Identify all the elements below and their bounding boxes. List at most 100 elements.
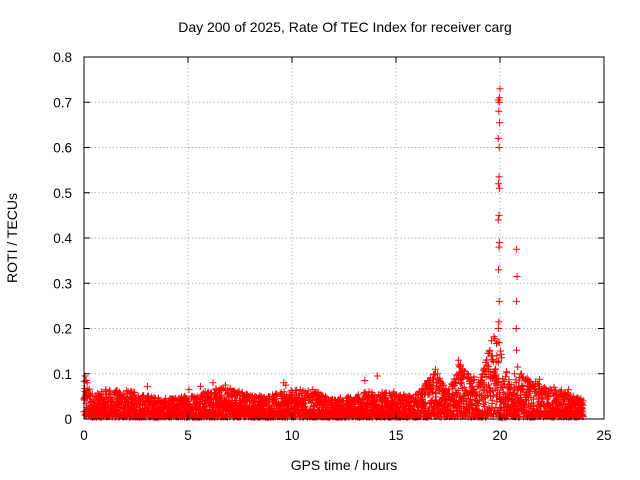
roti-point: [498, 354, 505, 362]
roti-point: [436, 374, 444, 382]
roti-point: [496, 85, 504, 93]
roti-point: [463, 369, 471, 377]
roti-point: [209, 379, 217, 387]
y-tick-label: 0.2: [53, 322, 72, 337]
roti-point: [528, 402, 536, 410]
roti-point: [503, 369, 511, 377]
roti-point: [128, 388, 136, 396]
roti-point: [429, 375, 437, 383]
roti-point: [120, 390, 128, 398]
roti-point: [494, 379, 502, 387]
roti-point: [550, 383, 558, 391]
roti-point: [445, 386, 453, 394]
roti-point: [468, 400, 476, 408]
roti-point: [495, 266, 502, 274]
roti-point: [523, 374, 531, 382]
chart-title: Day 200 of 2025, Rate Of TEC Index for r…: [178, 19, 512, 35]
roti-point: [460, 383, 468, 391]
roti-point: [107, 394, 115, 401]
roti-point: [458, 396, 466, 404]
roti-point: [495, 144, 503, 151]
roti-point: [486, 368, 494, 376]
roti-point: [523, 404, 531, 412]
roti-point: [121, 394, 129, 402]
roti-point: [94, 389, 102, 397]
roti-point: [492, 365, 500, 373]
roti-point: [495, 297, 503, 305]
roti-point: [483, 361, 491, 369]
y-tick-label: 0.3: [53, 276, 72, 291]
roti-point: [513, 273, 521, 280]
roti-point: [513, 346, 521, 354]
y-tick-label: 0: [64, 412, 72, 427]
y-axis-label: ROTI / TECUs: [4, 193, 20, 283]
roti-point: [558, 386, 565, 394]
roti-point: [441, 396, 449, 404]
roti-point: [360, 396, 368, 403]
roti-point: [143, 382, 151, 390]
roti-point: [256, 392, 264, 400]
y-tick-label: 0.4: [53, 231, 72, 246]
roti-point: [486, 346, 494, 354]
roti-point: [445, 400, 453, 408]
roti-point: [497, 347, 505, 355]
roti-point: [552, 386, 560, 394]
roti-point: [432, 365, 439, 373]
roti-point: [185, 386, 193, 394]
roti-point: [280, 388, 288, 396]
roti-point: [474, 400, 482, 407]
roti-point: [216, 392, 224, 400]
roti-point: [102, 386, 110, 394]
roti-point: [505, 376, 513, 384]
roti-point: [495, 173, 503, 181]
roti-point: [512, 325, 520, 332]
roti-point: [490, 391, 498, 399]
roti-point: [197, 382, 204, 390]
roti-point: [495, 184, 503, 192]
roti-point: [496, 94, 504, 102]
roti-point: [496, 119, 504, 127]
roti-point: [470, 375, 478, 383]
roti-point: [488, 337, 495, 345]
roti-point: [494, 338, 502, 346]
x-tick-label: 10: [284, 428, 299, 443]
roti-point: [116, 404, 124, 411]
roti-point: [536, 375, 543, 383]
roti-point: [406, 393, 414, 401]
x-tick-label: 25: [596, 428, 611, 443]
roti-point: [390, 388, 398, 396]
x-tick-label: 20: [492, 428, 507, 443]
roti-point: [494, 325, 502, 332]
y-tick-label: 0.8: [53, 50, 72, 65]
roti-point: [514, 363, 522, 371]
roti-point: [355, 394, 363, 402]
roti-point: [283, 405, 291, 413]
roti-point: [496, 404, 504, 412]
roti-point: [565, 386, 573, 394]
roti-point: [564, 389, 572, 397]
roti-point: [579, 397, 587, 405]
roti-point: [513, 297, 521, 305]
roti-point: [452, 390, 460, 398]
roti-point: [251, 393, 259, 400]
roti-point: [454, 356, 462, 364]
roti-point: [88, 390, 96, 398]
roti-point: [553, 392, 561, 400]
roti-point: [495, 211, 503, 219]
data-points: [80, 85, 587, 421]
roti-point: [309, 386, 317, 394]
roti-point: [147, 393, 155, 401]
roti-point: [273, 391, 281, 399]
x-tick-label: 0: [80, 428, 88, 443]
roti-point: [494, 390, 502, 398]
roti-point: [339, 398, 347, 406]
roti-point: [493, 352, 501, 360]
roti-point: [413, 390, 421, 398]
roti-point: [495, 239, 503, 246]
roti-point: [83, 379, 91, 387]
roti-point: [456, 380, 464, 388]
roti-point: [113, 388, 121, 396]
roti-point: [183, 395, 190, 403]
y-tick-label: 0.6: [53, 141, 72, 156]
